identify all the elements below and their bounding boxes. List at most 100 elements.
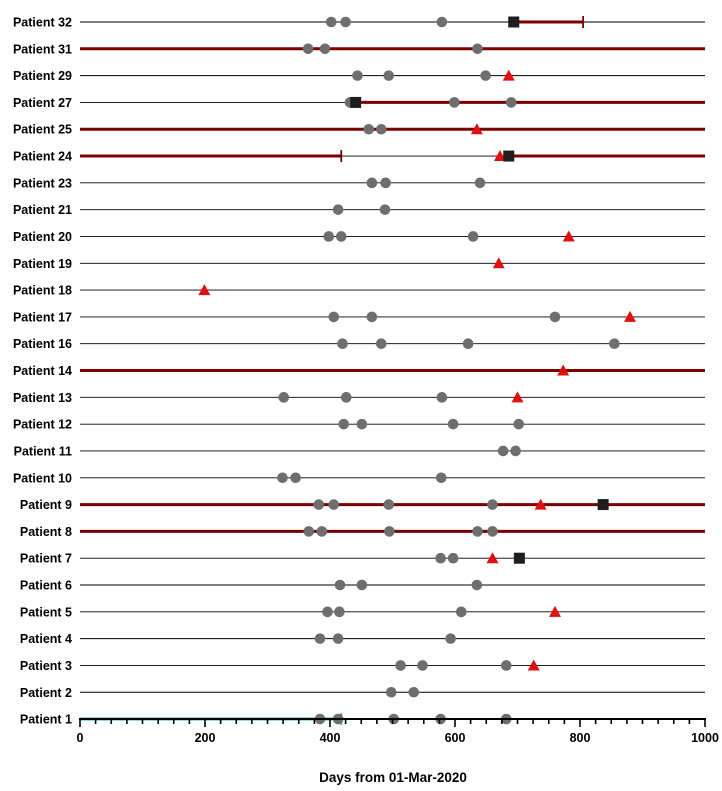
patient-row: Patient 25 — [13, 123, 705, 137]
visit-point — [447, 418, 459, 430]
visit-point — [435, 552, 446, 564]
patient-row: Patient 31 — [13, 42, 705, 56]
triangle-marker — [486, 552, 499, 564]
square-marker — [350, 96, 362, 108]
visit-point — [366, 311, 378, 323]
patient-label: Patient 1 — [20, 713, 72, 727]
visit-point — [340, 392, 352, 403]
patient-label: Patient 17 — [13, 310, 72, 324]
visit-point — [383, 499, 395, 510]
visit-point — [332, 204, 344, 215]
visit-point — [472, 526, 483, 537]
visit-point — [375, 123, 387, 135]
patient-label: Patient 7 — [20, 552, 72, 566]
visit-point — [313, 499, 325, 510]
visit-point — [356, 418, 368, 430]
patient-row: Patient 14 — [13, 364, 705, 378]
patient-row: Patient 17 — [13, 310, 705, 324]
visit-point — [356, 579, 368, 591]
visit-point — [379, 204, 391, 215]
visit-point — [338, 418, 350, 430]
visit-point — [487, 526, 498, 537]
visit-point — [334, 606, 345, 618]
triangle-marker — [557, 364, 570, 376]
patient-row: Patient 24 — [13, 150, 705, 164]
triangle-marker — [624, 310, 636, 322]
visit-point — [375, 338, 387, 350]
patient-label: Patient 16 — [13, 337, 72, 351]
patient-label: Patient 14 — [13, 364, 72, 378]
patient-row: Patient 27 — [13, 96, 705, 110]
patient-label: Patient 25 — [13, 123, 72, 137]
visit-point — [417, 660, 428, 671]
visit-point — [445, 633, 456, 644]
triangle-marker — [492, 257, 505, 269]
patient-label: Patient 9 — [20, 498, 72, 512]
visit-point — [472, 43, 483, 55]
patient-label: Patient 12 — [13, 418, 72, 432]
visit-point — [395, 660, 406, 671]
patient-label: Patient 18 — [13, 284, 72, 298]
patient-row: Patient 18 — [13, 284, 705, 298]
patient-label: Patient 4 — [20, 632, 72, 646]
square-marker — [513, 552, 525, 564]
patient-label: Patient 32 — [13, 16, 72, 30]
visit-point — [408, 686, 420, 698]
square-marker — [503, 150, 515, 162]
visit-point — [325, 16, 337, 28]
triangle-marker — [549, 605, 561, 617]
patient-row: Patient 23 — [13, 176, 705, 190]
visit-point — [436, 16, 448, 28]
x-tick-label: 0 — [77, 731, 84, 745]
patient-row: Patient 5 — [20, 605, 705, 619]
visit-point — [380, 177, 391, 189]
triangle-marker — [494, 150, 506, 162]
patient-label: Patient 2 — [20, 686, 72, 700]
square-marker — [597, 499, 609, 511]
visit-point — [467, 231, 479, 242]
patient-row: Patient 12 — [13, 418, 705, 432]
visit-point — [383, 70, 395, 81]
visit-point — [363, 123, 375, 135]
triangle-marker — [511, 391, 524, 403]
visit-point — [513, 418, 525, 430]
patient-row: Patient 3 — [20, 659, 705, 673]
visit-point — [328, 499, 340, 510]
visit-point — [549, 311, 561, 323]
visit-point — [334, 579, 346, 591]
patient-label: Patient 24 — [13, 150, 72, 164]
triangle-marker — [502, 69, 515, 81]
visit-point — [385, 686, 397, 698]
visit-point — [497, 445, 509, 457]
x-tick-label: 800 — [570, 731, 591, 745]
visit-point — [447, 552, 459, 564]
x-tick-label: 400 — [320, 731, 341, 745]
patient-row: Patient 9 — [20, 498, 705, 512]
visit-point — [455, 606, 467, 618]
patient-row: Patient 2 — [20, 686, 705, 700]
visit-point — [328, 311, 340, 323]
patient-label: Patient 29 — [13, 69, 72, 83]
visit-point — [332, 633, 344, 644]
visit-point — [436, 392, 448, 403]
x-tick-label: 600 — [445, 731, 466, 745]
visit-point — [505, 97, 517, 108]
patient-row: Patient 13 — [13, 391, 705, 405]
patient-label: Patient 6 — [20, 579, 72, 593]
triangle-marker — [470, 123, 483, 135]
visit-point — [462, 338, 474, 350]
patient-row: Patient 20 — [13, 230, 705, 244]
patient-label: Patient 13 — [13, 391, 72, 405]
visit-point — [335, 231, 347, 242]
patient-row: Patient 32 — [13, 16, 705, 30]
patient-label: Patient 11 — [14, 444, 72, 458]
visit-point — [322, 606, 333, 618]
patient-label: Patient 5 — [20, 605, 72, 619]
visit-point — [487, 499, 498, 510]
visit-point — [366, 177, 378, 189]
visit-point — [510, 445, 521, 457]
patient-row: Patient 4 — [20, 632, 705, 646]
patient-label: Patient 20 — [13, 230, 72, 244]
visit-point — [435, 472, 447, 484]
visit-point — [609, 338, 620, 350]
